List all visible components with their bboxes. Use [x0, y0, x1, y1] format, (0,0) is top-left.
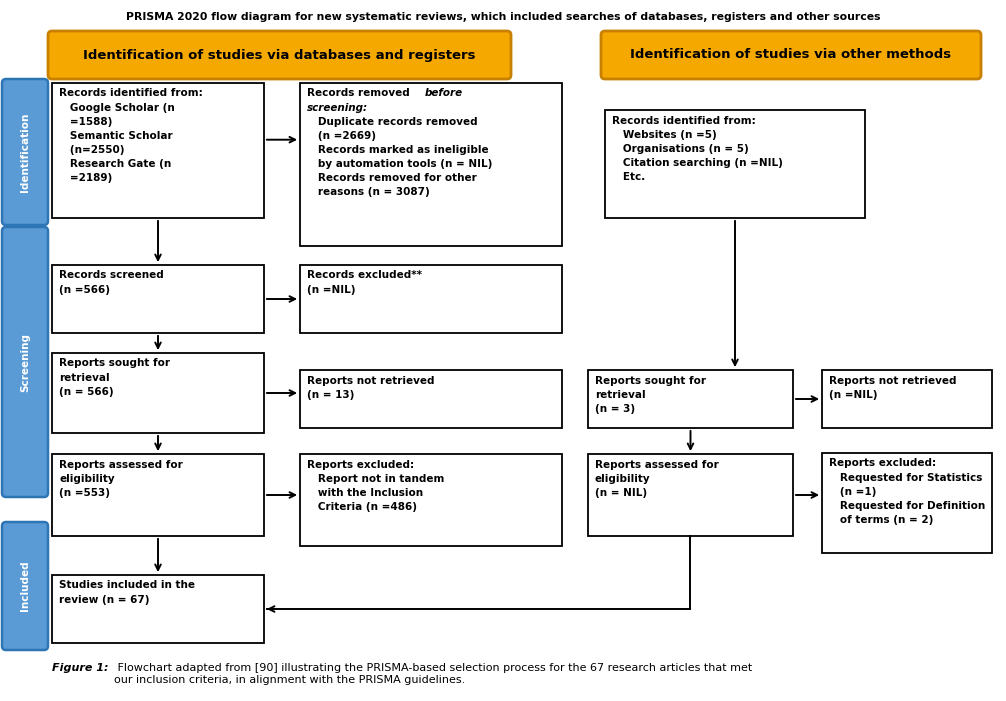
Text: Requested for Definition: Requested for Definition: [829, 501, 985, 511]
Text: eligibility: eligibility: [595, 474, 651, 484]
Text: eligibility: eligibility: [59, 474, 115, 484]
Text: Records removed: Records removed: [307, 88, 413, 99]
Text: Duplicate records removed: Duplicate records removed: [307, 116, 478, 127]
FancyBboxPatch shape: [300, 370, 562, 428]
Text: retrieval: retrieval: [59, 372, 110, 383]
Text: (n =NIL): (n =NIL): [829, 390, 877, 400]
FancyBboxPatch shape: [605, 110, 865, 218]
FancyBboxPatch shape: [300, 454, 562, 546]
Text: Records removed for other: Records removed for other: [307, 173, 477, 183]
Text: Semantic Scholar: Semantic Scholar: [59, 130, 173, 141]
Text: Reports not retrieved: Reports not retrieved: [829, 376, 957, 386]
Text: (n =553): (n =553): [59, 488, 110, 498]
Text: Screening: Screening: [20, 332, 30, 391]
Text: (n =NIL): (n =NIL): [307, 285, 355, 294]
FancyBboxPatch shape: [52, 265, 264, 333]
Text: by automation tools (n = NIL): by automation tools (n = NIL): [307, 159, 492, 169]
Text: Etc.: Etc.: [612, 172, 645, 182]
FancyBboxPatch shape: [52, 575, 264, 643]
Text: Figure 1:: Figure 1:: [52, 663, 109, 673]
FancyBboxPatch shape: [300, 83, 562, 246]
Text: Studies included in the: Studies included in the: [59, 580, 195, 590]
Text: before: before: [425, 88, 463, 99]
Text: of terms (n = 2): of terms (n = 2): [829, 515, 934, 525]
Text: Reports assessed for: Reports assessed for: [59, 459, 183, 470]
Text: (n =2669): (n =2669): [307, 130, 376, 141]
FancyBboxPatch shape: [2, 227, 48, 497]
Text: Websites (n =5): Websites (n =5): [612, 130, 716, 139]
Text: Google Scholar (n: Google Scholar (n: [59, 102, 175, 113]
Text: reasons (n = 3087): reasons (n = 3087): [307, 187, 430, 197]
Text: Records identified from:: Records identified from:: [612, 116, 756, 125]
FancyBboxPatch shape: [2, 79, 48, 225]
Text: Reports sought for: Reports sought for: [595, 376, 706, 386]
Text: Reports excluded:: Reports excluded:: [307, 459, 414, 470]
Text: retrieval: retrieval: [595, 390, 646, 400]
Text: Records excluded**: Records excluded**: [307, 271, 422, 280]
Text: Included: Included: [20, 561, 30, 611]
FancyBboxPatch shape: [588, 454, 793, 536]
Text: Report not in tandem: Report not in tandem: [307, 474, 445, 484]
Text: PRISMA 2020 flow diagram for new systematic reviews, which included searches of : PRISMA 2020 flow diagram for new systema…: [126, 12, 880, 22]
Text: Identification of studies via databases and registers: Identification of studies via databases …: [83, 48, 476, 62]
Text: Flowchart adapted from [90] illustrating the PRISMA-based selection process for : Flowchart adapted from [90] illustrating…: [114, 663, 752, 685]
FancyBboxPatch shape: [52, 454, 264, 536]
FancyBboxPatch shape: [822, 370, 992, 428]
Text: Criteria (n =486): Criteria (n =486): [307, 502, 417, 512]
Text: (n = NIL): (n = NIL): [595, 488, 647, 498]
FancyBboxPatch shape: [48, 31, 511, 79]
Text: (n = 3): (n = 3): [595, 404, 635, 414]
Text: (n=2550): (n=2550): [59, 144, 125, 155]
Text: Reports not retrieved: Reports not retrieved: [307, 376, 435, 386]
Text: review (n = 67): review (n = 67): [59, 594, 150, 604]
FancyBboxPatch shape: [2, 522, 48, 650]
Text: with the Inclusion: with the Inclusion: [307, 488, 424, 498]
FancyBboxPatch shape: [588, 370, 793, 428]
Text: Records marked as ineligible: Records marked as ineligible: [307, 144, 489, 155]
Text: (n =566): (n =566): [59, 285, 110, 294]
Text: =1588): =1588): [59, 116, 113, 127]
Text: (n =1): (n =1): [829, 486, 876, 496]
Text: Citation searching (n =NIL): Citation searching (n =NIL): [612, 158, 783, 168]
FancyBboxPatch shape: [52, 353, 264, 433]
Text: Reports assessed for: Reports assessed for: [595, 459, 718, 470]
Text: Reports excluded:: Reports excluded:: [829, 458, 937, 468]
Text: Research Gate (n: Research Gate (n: [59, 159, 171, 169]
Text: (n = 566): (n = 566): [59, 387, 114, 397]
Text: Records identified from:: Records identified from:: [59, 88, 203, 99]
FancyBboxPatch shape: [52, 83, 264, 218]
Text: Requested for Statistics: Requested for Statistics: [829, 472, 983, 482]
FancyBboxPatch shape: [300, 265, 562, 333]
Text: Organisations (n = 5): Organisations (n = 5): [612, 144, 748, 154]
Text: Identification: Identification: [20, 112, 30, 191]
Text: =2189): =2189): [59, 173, 113, 183]
Text: (n = 13): (n = 13): [307, 390, 354, 400]
Text: Reports sought for: Reports sought for: [59, 358, 170, 369]
FancyBboxPatch shape: [822, 453, 992, 553]
Text: Records screened: Records screened: [59, 271, 164, 280]
FancyBboxPatch shape: [601, 31, 981, 79]
Text: screening:: screening:: [307, 102, 368, 113]
Text: Identification of studies via other methods: Identification of studies via other meth…: [631, 48, 952, 62]
